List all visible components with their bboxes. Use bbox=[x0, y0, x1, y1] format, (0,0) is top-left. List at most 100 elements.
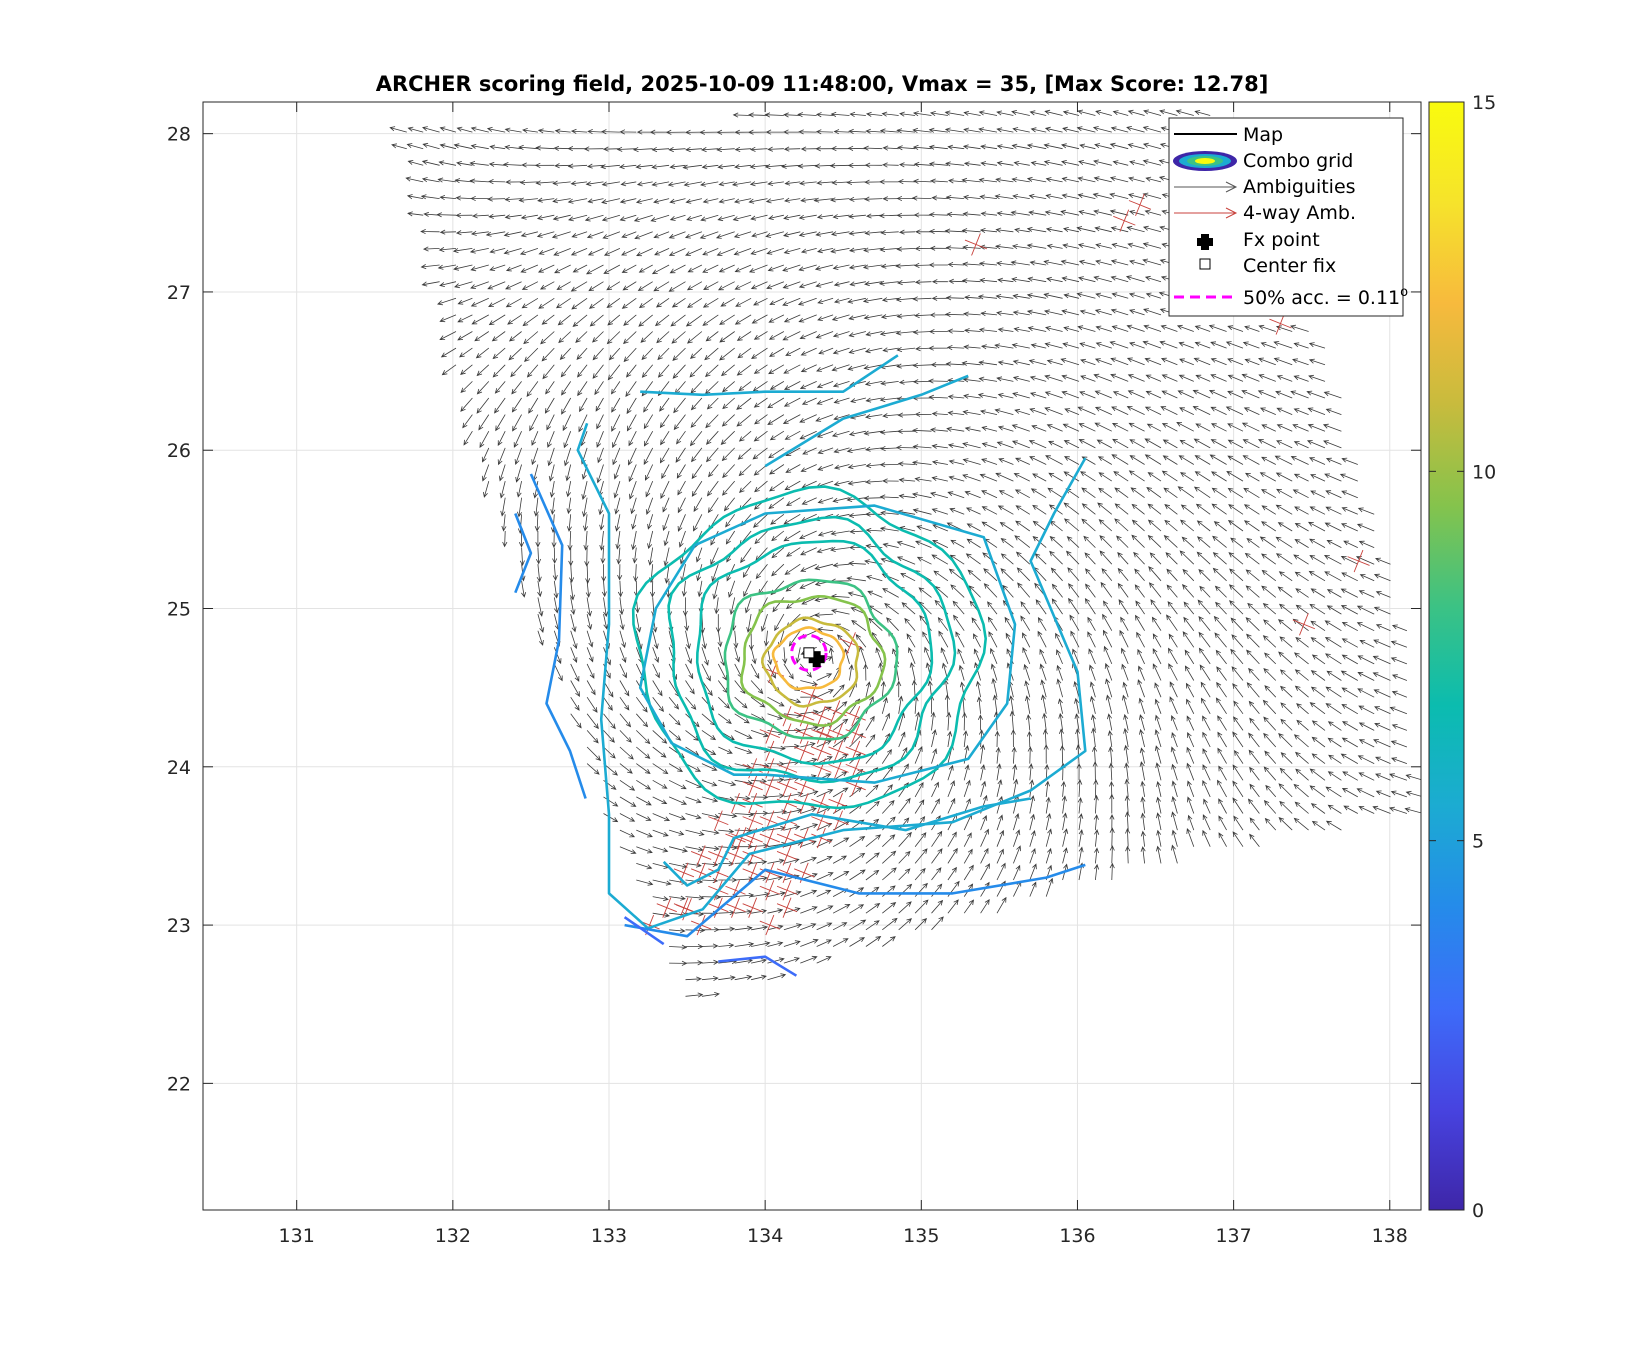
ambiguity-arrow bbox=[1111, 422, 1129, 432]
ambiguity-arrow bbox=[1232, 731, 1244, 748]
ambiguity-arrow bbox=[596, 464, 604, 484]
ambiguity-arrow bbox=[706, 397, 719, 410]
ambiguity-arrow bbox=[668, 796, 688, 805]
ambiguity-arrow bbox=[641, 364, 654, 378]
ambiguity-arrow bbox=[441, 364, 457, 376]
ambiguity-arrow bbox=[928, 127, 948, 133]
ambiguity-arrow bbox=[1045, 847, 1052, 864]
ambiguity-arrow bbox=[798, 314, 817, 323]
ambiguity-arrow bbox=[645, 480, 654, 498]
ambiguity-arrow bbox=[1152, 633, 1162, 648]
ambiguity-arrow bbox=[567, 198, 588, 204]
ambiguity-arrow bbox=[961, 360, 981, 366]
ambiguity-arrow bbox=[1389, 706, 1408, 715]
ambiguity-arrow bbox=[601, 580, 607, 598]
ambiguity-arrow bbox=[734, 647, 741, 663]
ambiguity-arrow bbox=[469, 248, 489, 254]
ambiguity-arrow bbox=[966, 523, 981, 532]
ambiguity-arrow bbox=[783, 825, 801, 831]
ambiguity-arrow bbox=[1024, 680, 1031, 698]
ambiguity-arrow bbox=[746, 614, 752, 633]
ambiguity-arrow bbox=[566, 514, 572, 532]
ambiguity-arrow bbox=[1085, 568, 1096, 582]
ambiguity-arrow bbox=[669, 928, 686, 934]
ambiguity-arrow bbox=[1117, 567, 1129, 582]
ambiguity-arrow bbox=[1171, 829, 1178, 847]
ambiguity-arrow bbox=[1232, 780, 1244, 798]
ambiguity-arrow bbox=[1020, 601, 1031, 615]
ambiguity-arrow bbox=[1061, 374, 1080, 382]
ambiguity-arrow bbox=[1133, 551, 1145, 565]
ambiguity-arrow bbox=[1029, 863, 1037, 881]
ambiguity-arrow bbox=[737, 447, 752, 460]
ambiguity-arrow bbox=[978, 327, 998, 333]
ambiguity-arrow bbox=[685, 663, 694, 680]
ambiguity-arrow bbox=[537, 597, 544, 617]
ambiguity-arrow bbox=[800, 906, 818, 914]
ambiguity-arrow bbox=[1011, 440, 1030, 449]
ambiguity-arrow bbox=[1039, 648, 1047, 665]
ambiguity-arrow bbox=[437, 177, 457, 183]
ambiguity-arrow bbox=[1372, 672, 1391, 681]
ambiguity-arrow bbox=[531, 431, 539, 446]
ambiguity-arrow bbox=[1261, 489, 1277, 499]
ambiguity-arrow bbox=[586, 647, 594, 663]
ambiguity-arrow bbox=[865, 834, 882, 848]
ambiguity-arrow bbox=[1264, 685, 1277, 698]
ambiguity-arrow bbox=[718, 198, 735, 204]
ambiguity-arrow bbox=[1143, 109, 1162, 116]
ambiguity-arrow bbox=[734, 974, 753, 981]
ambiguity-arrow bbox=[1026, 714, 1032, 731]
ambiguity-arrow bbox=[675, 447, 686, 463]
ambiguity-arrow bbox=[912, 362, 932, 368]
ambiguity-arrow bbox=[801, 397, 817, 405]
ambiguity-arrow bbox=[422, 142, 440, 150]
ambiguity-arrow bbox=[998, 490, 1014, 499]
ambiguity-arrow bbox=[502, 162, 522, 168]
ambiguity-arrow bbox=[1233, 750, 1244, 764]
ambiguity-arrow bbox=[1080, 375, 1096, 382]
ambiguity-arrow bbox=[618, 164, 637, 170]
axes-box bbox=[202, 101, 1422, 1211]
ambiguity-arrow bbox=[643, 397, 654, 413]
ambiguity-arrow bbox=[1109, 341, 1129, 349]
ambiguity-arrow bbox=[783, 663, 794, 680]
ambiguity-arrow bbox=[1140, 846, 1146, 864]
ambiguity-arrow bbox=[1092, 126, 1112, 133]
ambiguity-arrow bbox=[457, 297, 473, 305]
ambiguity-arrow bbox=[1308, 570, 1326, 582]
ambiguity-arrow bbox=[1186, 746, 1195, 764]
ambiguity-arrow bbox=[668, 813, 686, 821]
ambiguity-arrow bbox=[863, 430, 883, 436]
four-way-cross bbox=[845, 723, 866, 744]
ambiguity-arrow bbox=[1029, 813, 1036, 831]
ambiguity-arrow bbox=[701, 663, 711, 682]
ambiguity-arrow bbox=[734, 795, 751, 801]
ambiguity-arrow bbox=[619, 813, 636, 822]
ambiguity-arrow bbox=[1179, 439, 1194, 449]
ambiguity-arrow bbox=[800, 742, 816, 748]
ambiguity-arrow bbox=[1062, 847, 1068, 864]
ambiguity-arrow bbox=[895, 296, 916, 303]
y-tick-label: 23 bbox=[167, 915, 191, 937]
ambiguity-arrow bbox=[487, 281, 506, 290]
four-way-cross bbox=[1113, 209, 1136, 232]
ambiguity-arrow bbox=[1292, 424, 1309, 432]
colorbar-tick-label: 15 bbox=[1472, 92, 1496, 114]
ambiguity-arrow bbox=[1140, 812, 1146, 831]
ambiguity-arrow bbox=[669, 264, 686, 274]
four-way-cross bbox=[811, 827, 832, 849]
ambiguity-arrow bbox=[798, 281, 817, 289]
ambiguity-arrow bbox=[479, 431, 490, 449]
colorbar-tick-label: 0 bbox=[1472, 1200, 1484, 1222]
ambiguity-arrow bbox=[1074, 713, 1080, 731]
ambiguity-arrow bbox=[996, 441, 1014, 449]
ambiguity-arrow bbox=[1306, 440, 1326, 449]
ambiguity-arrow bbox=[1099, 535, 1113, 548]
ambiguity-arrow bbox=[645, 497, 654, 515]
ambiguity-arrow bbox=[947, 394, 965, 400]
ambiguity-arrow bbox=[1233, 716, 1244, 731]
ambiguity-arrow bbox=[1125, 845, 1131, 864]
four-way-cross bbox=[656, 897, 677, 918]
ambiguity-arrow bbox=[832, 903, 851, 914]
